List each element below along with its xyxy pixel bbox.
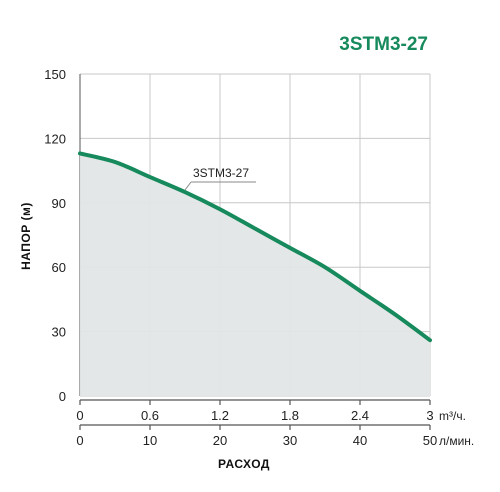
chart-title: 3STM3-27 (339, 34, 428, 55)
x-unit-secondary: л/мин. (439, 434, 474, 448)
x-axis-secondary: 0 10 20 30 40 50 л/мин. (76, 424, 474, 448)
x-axis-primary: 0 0.6 1.2 1.8 2.4 3 m³/ч. (76, 399, 466, 423)
y-tick-label: 150 (44, 67, 66, 82)
x-tick-label-secondary: 50 (423, 433, 437, 448)
x-tick-label-primary: 3 (426, 408, 433, 423)
y-tick-label: 60 (52, 260, 66, 275)
x-tick-label-secondary: 30 (283, 433, 297, 448)
series-label: 3STM3-27 (193, 166, 249, 180)
x-tick-label-secondary: 0 (76, 433, 83, 448)
x-tick-label-primary: 1.8 (281, 408, 299, 423)
y-tick-label: 90 (52, 196, 66, 211)
x-tick-label-secondary: 10 (143, 433, 157, 448)
x-tick-label-secondary: 40 (353, 433, 367, 448)
x-axis-title: РАСХОД (218, 457, 270, 471)
x-tick-label-secondary: 20 (213, 433, 227, 448)
series-label-group: 3STM3-27 (184, 166, 256, 191)
series-label-leader-tail (184, 181, 192, 191)
y-axis-title: НАПОР (м) (19, 202, 33, 270)
x-tick-label-primary: 0.6 (141, 408, 159, 423)
x-tick-label-primary: 0 (76, 408, 83, 423)
y-tick-label: 30 (52, 325, 66, 340)
y-axis-ticks: 0 30 60 90 120 150 (44, 67, 66, 404)
series-line (78, 151, 432, 343)
x-unit-primary: m³/ч. (439, 409, 466, 423)
y-tick-label: 120 (44, 131, 66, 146)
y-tick-label: 0 (59, 389, 66, 404)
x-tick-label-primary: 1.2 (211, 408, 229, 423)
x-tick-label-primary: 2.4 (351, 408, 369, 423)
area-fill (80, 153, 430, 396)
